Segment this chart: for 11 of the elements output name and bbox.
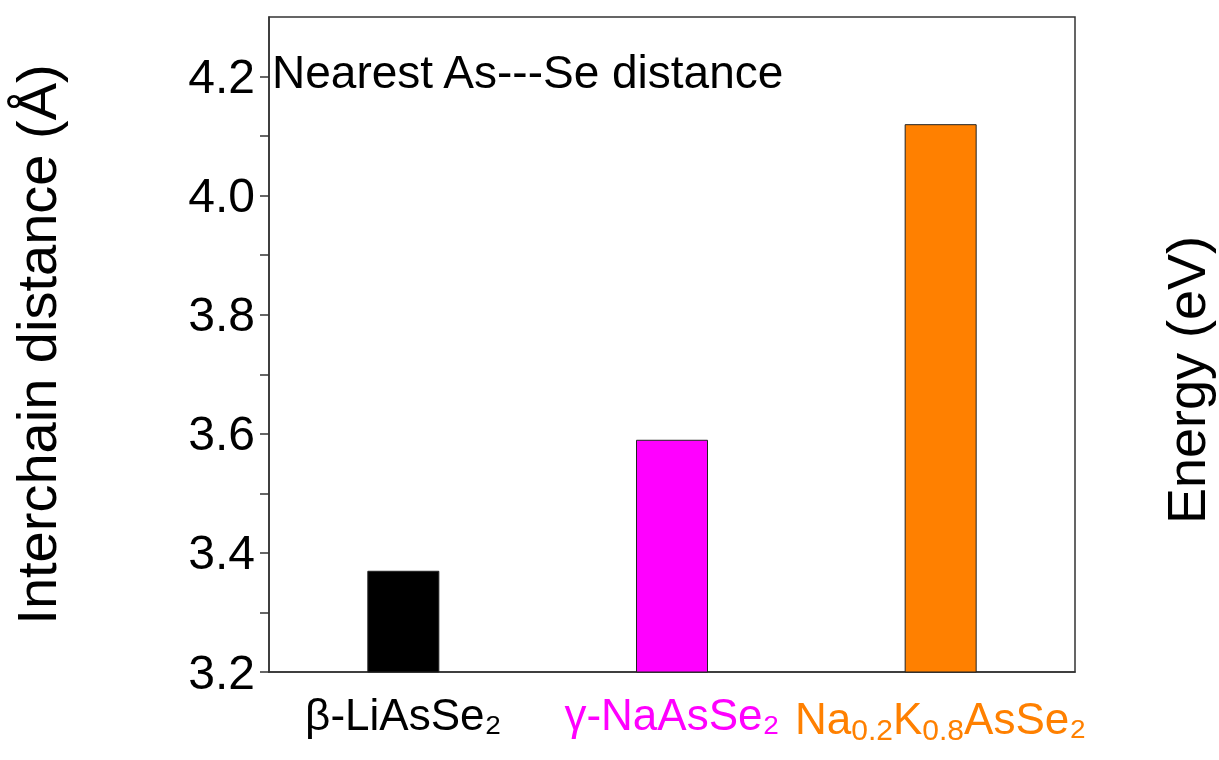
y-axis-title: Interchain distance (Å) bbox=[4, 64, 68, 625]
y-tick-label: 4.2 bbox=[188, 50, 255, 104]
y-tick-label: 3.2 bbox=[188, 645, 255, 699]
y-tick-label: 3.8 bbox=[188, 288, 255, 342]
y-tick-label: 3.6 bbox=[188, 407, 255, 461]
text: Energy (eV) bbox=[1156, 235, 1216, 525]
y-tick-label: 4.0 bbox=[188, 169, 255, 223]
x-tick-label: β-LiAsSe₂ bbox=[305, 689, 502, 739]
text: Nearest As---Se distance bbox=[272, 46, 784, 98]
x-tick-label: γ-NaAsSe₂ bbox=[564, 689, 780, 739]
y-tick-label: 3.4 bbox=[188, 526, 255, 580]
